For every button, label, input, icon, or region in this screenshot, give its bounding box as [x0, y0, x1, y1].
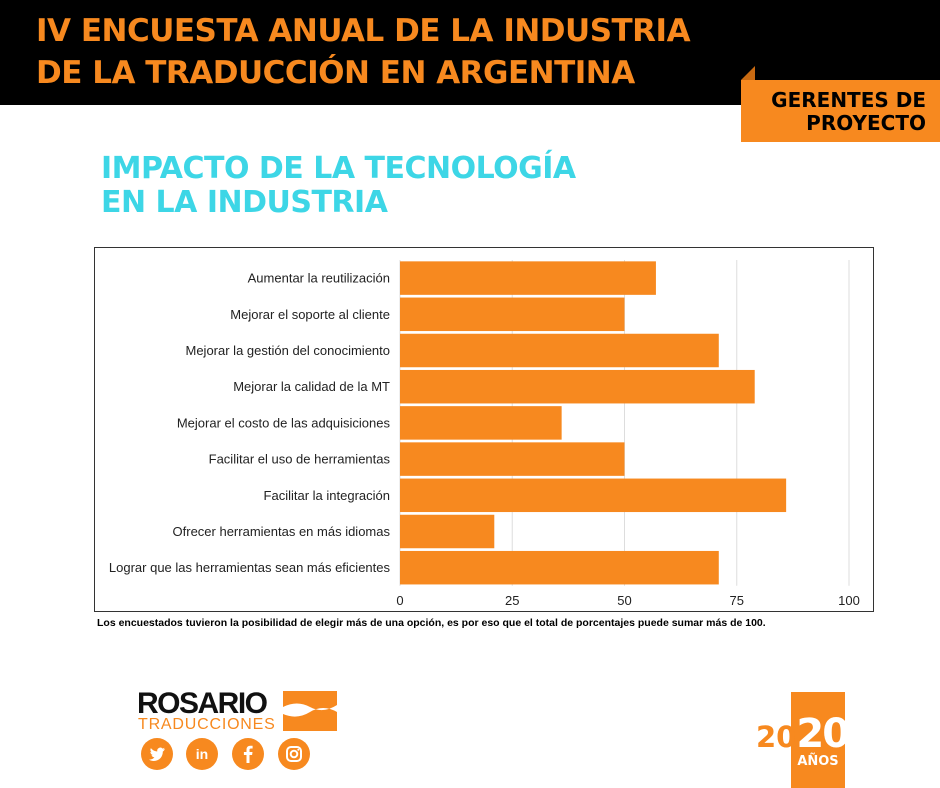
x-tick-label: 25 [505, 593, 519, 608]
bar [400, 514, 495, 549]
bar [400, 261, 656, 295]
bar-chart-svg: 0 25 50 75 100 Aumentar la reutilización Mejor… [109, 260, 860, 608]
section-title: IMPACTO DE LA TECNOLOGÍA EN LA INDUSTRIA [101, 152, 576, 220]
category-label: Mejorar el costo de las adquisiciones [177, 415, 391, 430]
linkedin-icon[interactable]: in [186, 738, 218, 770]
bar [400, 406, 562, 440]
anniversary-number: 2020 [756, 711, 850, 762]
instagram-icon[interactable] [278, 738, 310, 770]
bar [400, 442, 625, 476]
section-title-line1: IMPACTO DE LA TECNOLOGÍA [101, 151, 576, 186]
role-badge-line2: PROYECTO [806, 111, 926, 135]
category-label: Mejorar el soporte al cliente [230, 307, 390, 322]
x-tick-label: 75 [730, 593, 744, 608]
category-label: Facilitar la integración [264, 488, 390, 503]
anniversary-number-part1: 20 [756, 720, 797, 754]
bar [400, 333, 719, 368]
section-title-line2: EN LA INDUSTRIA [101, 185, 388, 220]
brand-mark-icon [283, 691, 337, 731]
twitter-icon[interactable] [141, 738, 173, 770]
category-label: Mejorar la gestión del conocimiento [186, 343, 391, 358]
bar [400, 550, 719, 585]
category-label: Lograr que las herramientas sean más efi… [109, 560, 391, 575]
badge-notch [741, 66, 755, 80]
category-label: Mejorar la calidad de la MT [233, 379, 390, 394]
brand-name: ROSARIO [137, 687, 268, 720]
linkedin-label: in [196, 746, 208, 762]
brand-subtitle: TRADUCCIONES [138, 716, 276, 733]
chart-footnote: Los encuestados tuvieron la posibilidad … [97, 617, 766, 629]
page-title-line2: DE LA TRADUCCIÓN EN ARGENTINA [36, 55, 635, 91]
category-label: Ofrecer herramientas en más idiomas [173, 524, 391, 539]
role-badge-line1: GERENTES DE [771, 88, 926, 112]
anniversary-number-part2: 20 [796, 711, 850, 757]
page-title-line1: IV ENCUESTA ANUAL DE LA INDUSTRIA [36, 13, 691, 49]
bar-chart: 0 25 50 75 100 Aumentar la reutilización Mejor… [94, 247, 874, 612]
role-badge: GERENTES DE PROYECTO [741, 80, 940, 142]
anniversary-badge [791, 692, 845, 788]
category-label: Aumentar la reutilización [248, 271, 390, 286]
x-tick-label: 100 [838, 593, 860, 608]
bar [400, 478, 787, 513]
page-title: IV ENCUESTA ANUAL DE LA INDUSTRIA DE LA … [36, 10, 691, 94]
anniversary-word: AÑOS [797, 754, 839, 769]
bar [400, 369, 755, 404]
x-tick-label: 50 [617, 593, 631, 608]
facebook-icon[interactable] [232, 738, 264, 770]
brand-logo: ROSARIO TRADUCCIONES [137, 689, 347, 734]
bar [400, 297, 625, 332]
category-label: Facilitar el uso de herramientas [209, 452, 391, 467]
x-tick-label: 0 [396, 593, 403, 608]
